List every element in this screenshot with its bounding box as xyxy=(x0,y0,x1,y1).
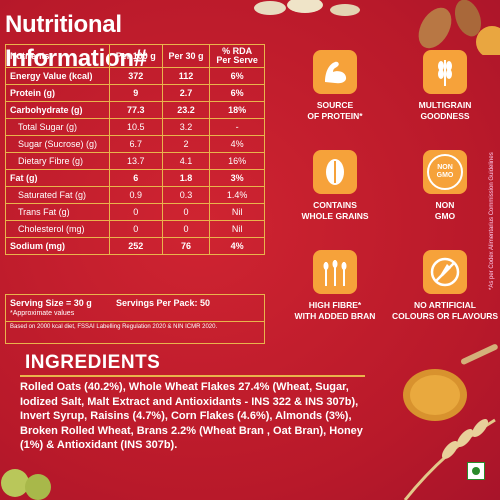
oats-decoration xyxy=(254,0,360,16)
value-per-30g: 0 xyxy=(161,203,211,221)
veg-mark-icon xyxy=(467,462,485,480)
rda-percent: 3% xyxy=(209,169,265,187)
serving-size: Serving Size = 30 g xyxy=(10,298,92,308)
divider xyxy=(6,321,264,322)
value-per-100g: 6.7 xyxy=(108,135,163,153)
rda-basis-note: Based on 2000 kcal diet, FSSAI Labelling… xyxy=(10,324,218,330)
nutrient-name: Fat (g) xyxy=(5,169,110,187)
claim-label: CONTAINS WHOLE GRAINS xyxy=(301,200,369,221)
raisins-decoration xyxy=(1,469,51,500)
muscle-arm-icon xyxy=(313,50,357,94)
value-per-30g: 3.2 xyxy=(161,118,211,136)
value-per-100g: 0.9 xyxy=(108,186,163,204)
ingredients-title: INGREDIENTS xyxy=(25,352,161,373)
nutrition-row: Cholesterol (mg) 0 0 Nil xyxy=(5,220,265,238)
non-gmo-icon-text: NON GMO xyxy=(427,154,463,190)
whole-grain-icon xyxy=(313,150,357,194)
header-rda: % RDA Per Serve xyxy=(209,44,265,68)
ingredients-text: Rolled Oats (40.2%), Whole Wheat Flakes … xyxy=(20,381,363,451)
rda-percent: 6% xyxy=(209,67,265,85)
nutrient-name: Sugar (Sucrose) (g) xyxy=(5,135,110,153)
value-per-100g: 372 xyxy=(108,67,163,85)
nutrition-row: Trans Fat (g) 0 0 Nil xyxy=(5,203,265,221)
nutrient-name: Sodium (mg) xyxy=(5,237,110,255)
claim-badge: HIGH FIBRE* WITH ADDED BRAN xyxy=(280,250,390,322)
value-per-30g: 2 xyxy=(161,135,211,153)
rda-percent: 16% xyxy=(209,152,265,170)
nutrient-name: Total Sugar (g) xyxy=(5,118,110,136)
rda-percent: 6% xyxy=(209,84,265,102)
header-nutrients: Nutrients xyxy=(5,44,110,68)
value-per-100g: 10.5 xyxy=(108,118,163,136)
nutrition-row: Total Sugar (g) 10.5 3.2- xyxy=(5,118,265,136)
nutrition-row: Energy Value (kcal) 372 112 6% xyxy=(5,67,265,85)
nutrition-row: Fat (g) 6 1.8 3% xyxy=(5,169,265,187)
nutrition-row: Sugar (Sucrose) (g) 6.7 2 4% xyxy=(5,135,265,153)
claim-label: SOURCE OF PROTEIN* xyxy=(307,100,363,121)
rda-percent: 18% xyxy=(209,101,265,119)
claim-badge: MULTIGRAIN GOODNESS xyxy=(390,50,500,122)
claim-label: MULTIGRAIN GOODNESS xyxy=(418,100,472,121)
claim-label: HIGH FIBRE* WITH ADDED BRAN xyxy=(294,300,376,321)
claim-badge: NO ARTIFICIAL COLOURS OR FLAVOURS xyxy=(390,250,500,322)
value-per-100g: 77.3 xyxy=(108,101,163,119)
servings-per-pack: Servings Per Pack: 50 xyxy=(116,298,211,308)
value-per-30g: 23.2 xyxy=(161,101,211,119)
rda-percent: 4% xyxy=(209,135,265,153)
rda-percent: 4% xyxy=(209,237,265,255)
wheat-stalk-icon xyxy=(313,250,357,294)
nutrient-name: Saturated Fat (g) xyxy=(5,186,110,204)
wheat-grain-icon xyxy=(423,50,467,94)
header-per30: Per 30 g xyxy=(161,44,211,68)
rda-percent: - xyxy=(209,118,265,136)
nutrition-row: Saturated Fat (g) 0.9 0.3 1.4% xyxy=(5,186,265,204)
honey-dipper-decoration xyxy=(403,344,498,421)
value-per-30g: 2.7 xyxy=(161,84,211,102)
codex-footnote: *As per Codex Alimentarius Commission Gu… xyxy=(489,152,495,290)
header-per100: Per 100 g xyxy=(108,44,163,68)
rda-percent: Nil xyxy=(209,220,265,238)
ingredients-underline xyxy=(20,375,365,377)
nutrient-name: Trans Fat (g) xyxy=(5,203,110,221)
dropper-icon xyxy=(423,250,467,294)
value-per-30g: 1.8 xyxy=(161,169,211,187)
value-per-30g: 76 xyxy=(161,237,211,255)
nutrition-title: Nutritional Information# xyxy=(5,11,147,72)
almonds-decoration xyxy=(418,0,500,55)
nutrition-row: Dietary Fibre (g) 13.7 4.1 16% xyxy=(5,152,265,170)
rda-percent: Nil xyxy=(209,203,265,221)
claim-badge: NON GMO NON GMO xyxy=(390,150,500,222)
nutrition-row: Carbohydrate (g) 77.3 23.2 18% xyxy=(5,101,265,119)
claim-label: NON GMO xyxy=(434,200,456,221)
value-per-100g: 9 xyxy=(108,84,163,102)
nutrition-panel: Nutritional Information# Nutrients Per 1… xyxy=(5,8,265,255)
claim-badge: SOURCE OF PROTEIN* xyxy=(280,50,390,122)
value-per-100g: 0 xyxy=(108,203,163,221)
nutrient-name: Dietary Fibre (g) xyxy=(5,152,110,170)
nutrition-table: Nutrients Per 100 g Per 30 g % RDA Per S… xyxy=(5,44,265,255)
approx-note: *Approximate values xyxy=(10,310,75,317)
nutrient-name: Cholesterol (mg) xyxy=(5,220,110,238)
value-per-100g: 13.7 xyxy=(108,152,163,170)
value-per-100g: 6 xyxy=(108,169,163,187)
nutrition-row: Sodium (mg) 252 76 4% xyxy=(5,237,265,255)
rda-percent: 1.4% xyxy=(209,186,265,204)
nutrient-name: Energy Value (kcal) xyxy=(5,67,110,85)
value-per-30g: 4.1 xyxy=(161,152,211,170)
value-per-100g: 252 xyxy=(108,237,163,255)
nutrient-name: Protein (g) xyxy=(5,84,110,102)
serving-info: Serving Size = 30 g Servings Per Pack: 5… xyxy=(5,294,265,344)
wheat-decoration xyxy=(403,418,496,500)
value-per-30g: 112 xyxy=(161,67,211,85)
nutrient-name: Carbohydrate (g) xyxy=(5,101,110,119)
value-per-30g: 0 xyxy=(161,220,211,238)
claim-badge: CONTAINS WHOLE GRAINS xyxy=(280,150,390,222)
claim-label: NO ARTIFICIAL COLOURS OR FLAVOURS xyxy=(391,300,499,321)
nutrition-row: Protein (g) 9 2.7 6% xyxy=(5,84,265,102)
non-gmo-icon: NON GMO xyxy=(423,150,467,194)
value-per-30g: 0.3 xyxy=(161,186,211,204)
value-per-100g: 0 xyxy=(108,220,163,238)
